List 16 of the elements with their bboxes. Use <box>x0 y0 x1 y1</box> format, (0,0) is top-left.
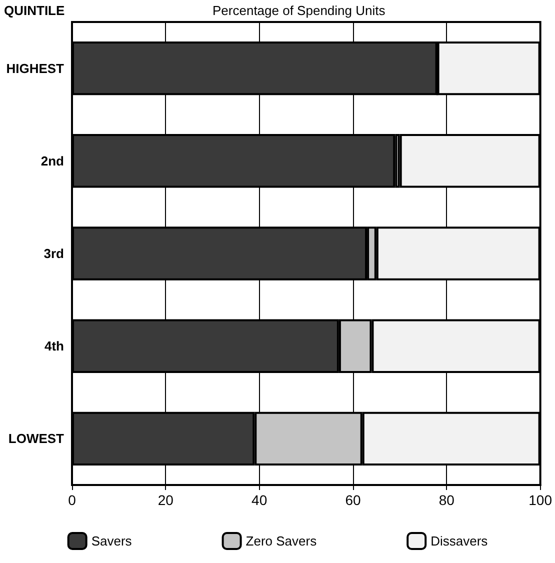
x-axis-title: Percentage of Spending Units <box>212 3 386 18</box>
y-tick-label: 3rd <box>44 246 64 261</box>
x-tick-label: 100 <box>528 492 552 508</box>
x-tick-label: 60 <box>345 492 361 508</box>
y-axis-title: QUINTILE <box>4 3 65 18</box>
legend-label: Dissavers <box>430 534 488 548</box>
y-tick-label: LOWEST <box>8 431 64 446</box>
x-tick-label: 0 <box>68 492 76 508</box>
y-tick-label: 2nd <box>40 153 64 168</box>
x-tick-label: 40 <box>252 492 268 508</box>
y-tick-label: HIGHEST <box>6 60 64 76</box>
legend-label: Savers <box>91 534 132 548</box>
x-tick-label: 80 <box>438 492 455 508</box>
x-tick-label: 20 <box>158 492 174 508</box>
legend-label: Zero Savers <box>246 534 318 548</box>
y-tick-label: 4th <box>44 338 64 354</box>
